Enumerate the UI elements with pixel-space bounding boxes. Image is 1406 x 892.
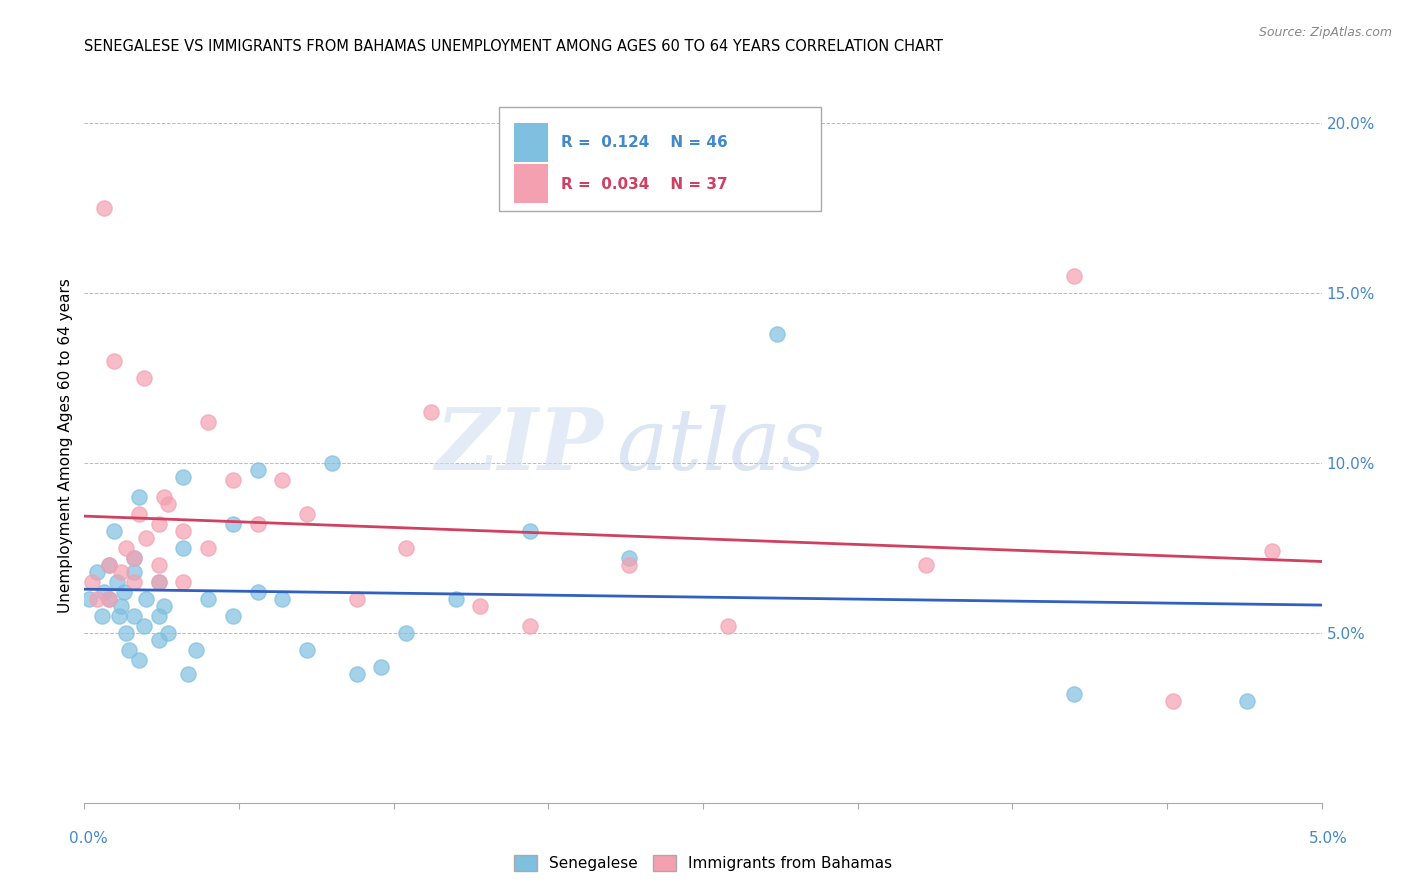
Point [766,326,789,341]
Point [90,608,112,623]
Y-axis label: Unemployment Among Ages 60 to 64 years: Unemployment Among Ages 60 to 64 years [58,278,73,614]
Point [346,591,368,606]
Point [98,591,121,606]
Point [177,666,200,681]
Point [271,473,294,487]
Point [122,551,145,566]
Text: 0.0%: 0.0% [69,831,108,846]
Point [617,558,640,572]
Point [172,541,194,555]
Point [135,531,157,545]
Point [295,643,318,657]
Point [519,619,541,633]
Point [1261,544,1284,558]
Point [128,653,150,667]
Point [197,415,219,429]
Text: atlas: atlas [616,405,825,487]
Point [197,541,219,555]
Point [222,517,245,532]
Point [246,517,269,532]
Point [148,632,170,647]
Point [184,643,207,657]
Point [79,591,101,606]
Text: Source: ZipAtlas.com: Source: ZipAtlas.com [1258,26,1392,38]
Point [152,490,174,504]
Point [93,201,115,215]
Point [122,608,145,623]
Point [222,608,245,623]
Point [103,524,125,538]
Point [132,619,155,633]
Point [108,608,131,623]
Point [370,660,392,674]
Point [470,599,492,613]
Point [148,558,170,572]
Point [122,551,145,566]
Text: R =  0.034    N = 37: R = 0.034 N = 37 [561,177,727,192]
Point [115,626,138,640]
Point [128,507,150,521]
Point [93,585,115,599]
Text: ZIP: ZIP [436,404,605,488]
Point [98,558,121,572]
Point [86,565,108,579]
Point [122,574,145,589]
Point [98,591,121,606]
Point [1161,694,1184,708]
Point [135,591,157,606]
Legend: Senegalese, Immigrants from Bahamas: Senegalese, Immigrants from Bahamas [508,849,898,877]
Point [152,599,174,613]
Point [98,558,121,572]
Point [132,371,155,385]
Point [110,565,132,579]
Point [86,591,108,606]
Point [110,599,132,613]
Point [519,524,541,538]
Point [246,585,269,599]
Point [1063,269,1085,284]
Text: SENEGALESE VS IMMIGRANTS FROM BAHAMAS UNEMPLOYMENT AMONG AGES 60 TO 64 YEARS COR: SENEGALESE VS IMMIGRANTS FROM BAHAMAS UN… [84,38,943,54]
Point [172,469,194,483]
Point [112,585,135,599]
Point [172,574,194,589]
Point [395,626,418,640]
Point [148,608,170,623]
Point [246,463,269,477]
Point [105,574,128,589]
Point [115,541,138,555]
Point [222,473,245,487]
Point [914,558,936,572]
Point [103,354,125,368]
FancyBboxPatch shape [513,123,548,162]
Point [295,507,318,521]
Point [148,574,170,589]
Point [122,565,145,579]
Point [271,591,294,606]
Point [197,591,219,606]
Point [321,456,343,470]
Point [148,574,170,589]
Point [1063,687,1085,701]
Point [148,517,170,532]
Point [346,666,368,681]
Text: R =  0.124    N = 46: R = 0.124 N = 46 [561,136,727,150]
Point [118,643,141,657]
Point [128,490,150,504]
Point [80,574,103,589]
Point [395,541,418,555]
Point [717,619,740,633]
Point [444,591,467,606]
Point [172,524,194,538]
FancyBboxPatch shape [513,164,548,203]
Point [157,626,180,640]
Point [1236,694,1258,708]
Point [617,551,640,566]
Point [157,497,180,511]
Point [419,405,441,419]
Text: 5.0%: 5.0% [1309,831,1348,846]
FancyBboxPatch shape [499,107,821,211]
